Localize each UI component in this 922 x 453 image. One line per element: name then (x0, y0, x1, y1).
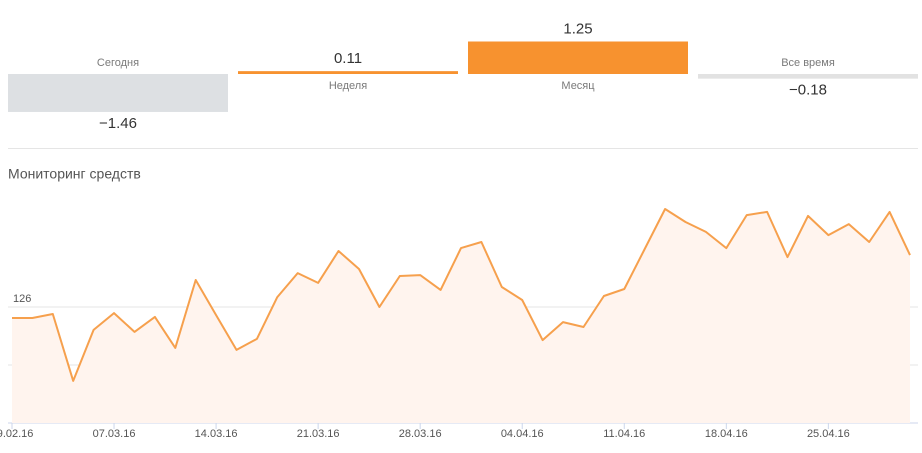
x-tick-label: 25.04.16 (807, 428, 850, 440)
category-label: Сегодня (97, 57, 139, 69)
value-label: 1.25 (563, 20, 592, 37)
x-tick-label: 04.04.16 (501, 428, 544, 440)
category-label: Неделя (329, 80, 367, 92)
bar (468, 41, 688, 74)
x-tick-label: 18.04.16 (705, 428, 748, 440)
x-tick-label: 28.03.16 (399, 428, 442, 440)
line (12, 208, 911, 382)
value-label: 0.11 (334, 50, 362, 67)
category-label: Месяц (561, 80, 595, 92)
x-tick-label: 21.03.16 (297, 428, 340, 440)
value-label: −0.18 (789, 82, 827, 99)
value-label: −1.46 (99, 115, 137, 132)
y-tick-label: 126 (13, 293, 31, 305)
category-label: Все время (781, 57, 835, 69)
bar (8, 74, 228, 112)
chart-title: Мониторинг средств (8, 166, 141, 182)
x-tick-label: 14.03.16 (195, 428, 238, 440)
bar (238, 71, 458, 74)
x-tick-label: 11.04.16 (603, 428, 645, 440)
x-tick-label: 29.02.16 (0, 428, 33, 440)
bar (698, 74, 918, 79)
x-tick-label: 07.03.16 (93, 428, 136, 440)
area (12, 209, 910, 423)
